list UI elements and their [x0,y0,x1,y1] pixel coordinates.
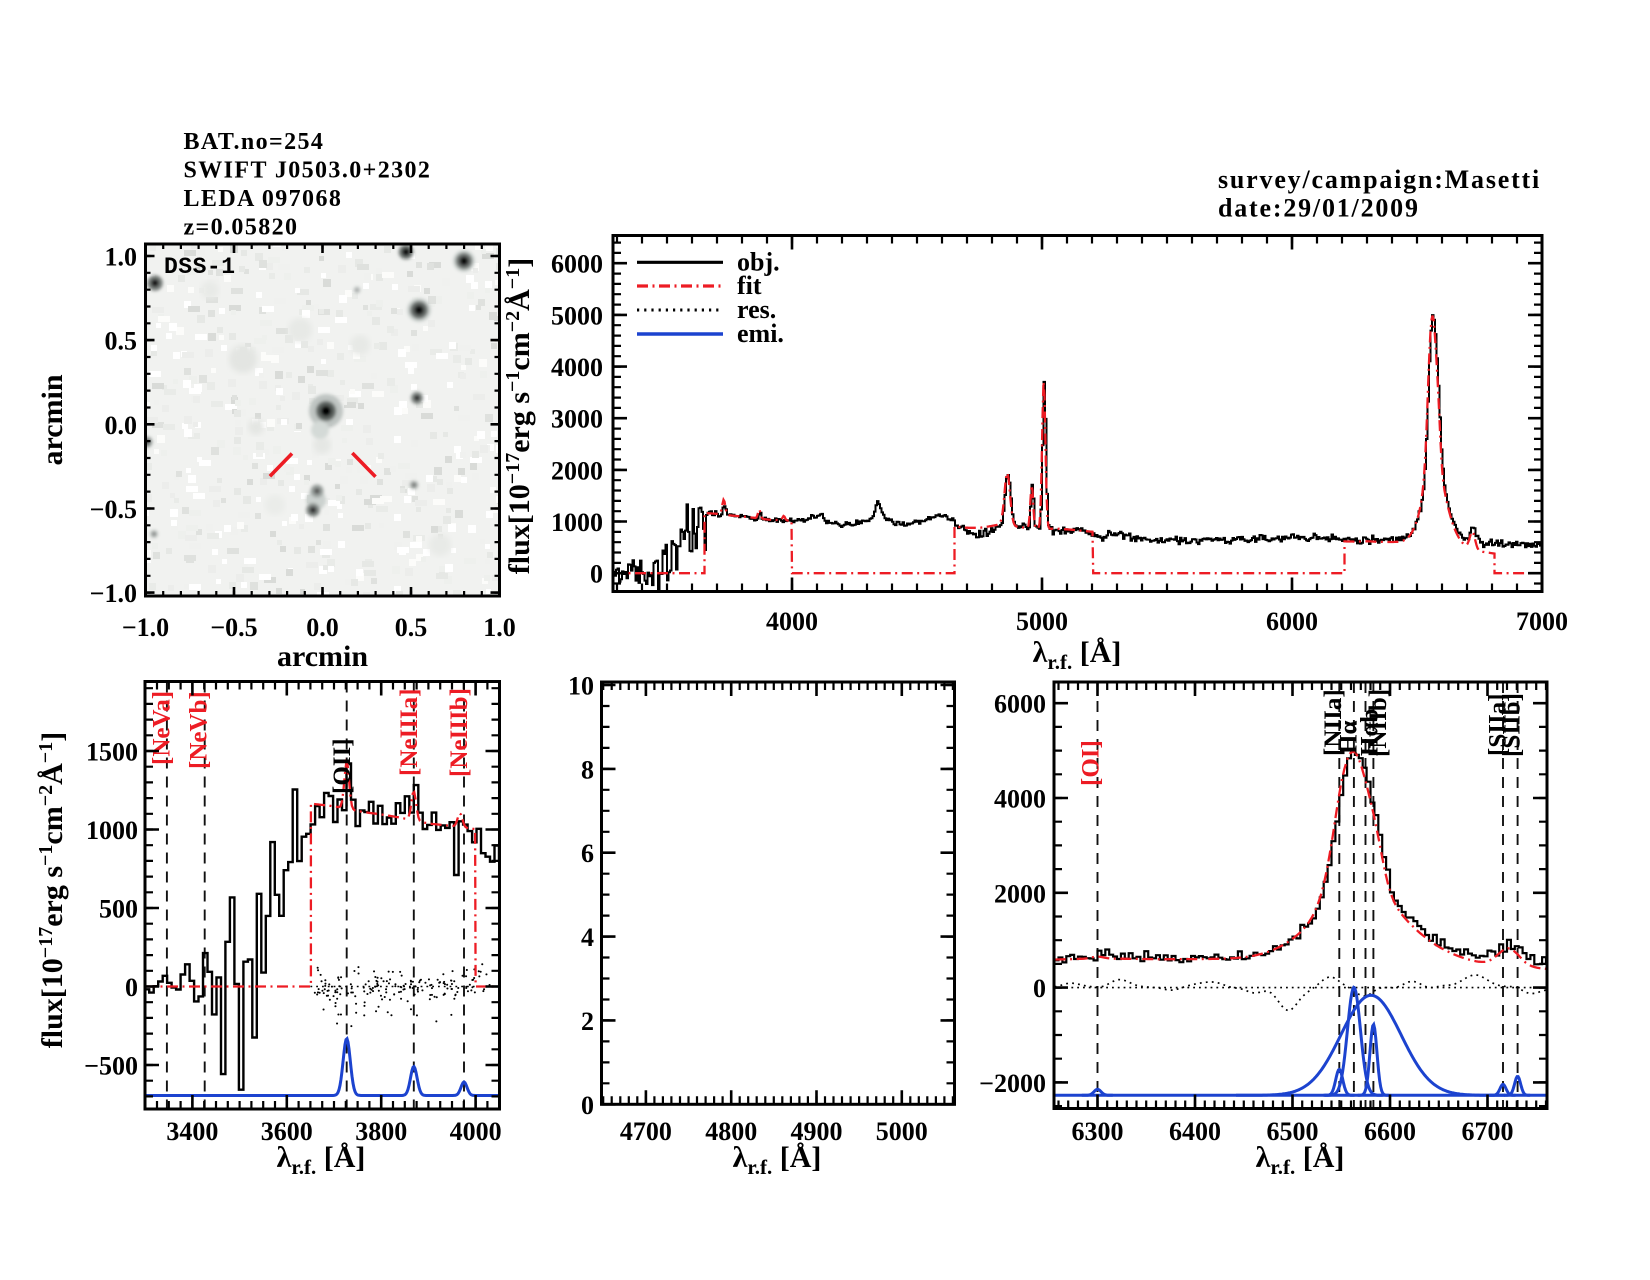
svg-text:0.0: 0.0 [105,411,138,440]
svg-text:date:29/01/2009: date:29/01/2009 [1218,194,1420,223]
svg-text:3800: 3800 [355,1117,407,1146]
svg-text:−500: −500 [84,1052,138,1081]
svg-text:6300: 6300 [1072,1117,1124,1146]
svg-text:[NeVa]: [NeVa] [149,691,176,765]
svg-text:500: 500 [99,895,138,924]
svg-text:6: 6 [581,839,594,868]
svg-text:6400: 6400 [1169,1117,1221,1146]
svg-text:[OII]: [OII] [329,738,356,794]
svg-text:1000: 1000 [551,508,603,537]
svg-text:3400: 3400 [166,1117,218,1146]
svg-text:−1.0: −1.0 [122,613,169,642]
svg-text:4700: 4700 [620,1117,672,1146]
svg-text:3000: 3000 [551,405,603,434]
svg-text:fit: fit [737,271,762,300]
svg-text:flux[10−17erg s−1cm−2Å−1]: flux[10−17erg s−1cm−2Å−1] [502,258,536,574]
svg-text:6000: 6000 [1266,607,1318,636]
svg-text:4000: 4000 [450,1117,502,1146]
svg-text:arcmin: arcmin [277,640,368,673]
svg-text:6500: 6500 [1267,1117,1319,1146]
svg-text:−0.5: −0.5 [90,495,137,524]
svg-text:8: 8 [581,755,594,784]
svg-text:4800: 4800 [705,1117,757,1146]
svg-text:res.: res. [737,295,776,324]
svg-text:6000: 6000 [994,690,1046,719]
svg-text:flux[10−17erg s−1cm−2Å−1]: flux[10−17erg s−1cm−2Å−1] [35,732,69,1048]
svg-text:2000: 2000 [994,879,1046,908]
svg-text:2: 2 [581,1007,594,1036]
svg-text:Hαb: Hαb [1357,709,1384,756]
svg-text:1.0: 1.0 [483,613,516,642]
svg-text:4000: 4000 [551,353,603,382]
svg-text:10: 10 [568,672,594,701]
svg-text:0.5: 0.5 [105,327,138,356]
svg-text:obj.: obj. [737,248,780,277]
svg-text:1.0: 1.0 [105,243,138,272]
svg-text:λr.f. [Å]: λr.f. [Å] [733,1141,822,1179]
svg-text:0: 0 [581,1091,594,1120]
svg-text:−2000: −2000 [979,1069,1046,1098]
svg-text:[SIIa]: [SIIa] [1485,693,1512,756]
svg-text:5000: 5000 [551,301,603,330]
svg-text:0.0: 0.0 [306,613,339,642]
svg-text:1000: 1000 [86,816,138,845]
svg-text:0.5: 0.5 [395,613,428,642]
svg-text:LEDA 097068: LEDA 097068 [184,186,343,212]
svg-text:[NeIIIa]: [NeIIIa] [396,689,423,777]
svg-text:[SIIb]: [SIIb] [1499,693,1526,757]
svg-text:λr.f. [Å]: λr.f. [Å] [277,1141,366,1179]
svg-text:2000: 2000 [551,456,603,485]
svg-text:z=0.05820: z=0.05820 [184,215,299,241]
svg-text:[NeVb]: [NeVb] [186,691,213,769]
svg-text:0: 0 [590,560,603,589]
svg-text:4900: 4900 [791,1117,843,1146]
svg-text:[OI]: [OI] [1078,740,1105,786]
svg-text:−1.0: −1.0 [90,579,137,608]
svg-text:5000: 5000 [876,1117,928,1146]
svg-text:7000: 7000 [1516,607,1568,636]
svg-text:1500: 1500 [86,738,138,767]
svg-text:0: 0 [1033,974,1046,1003]
svg-text:[NIIa]: [NIIa] [1320,689,1347,756]
svg-text:3600: 3600 [261,1117,313,1146]
svg-text:DSS-1: DSS-1 [164,254,236,280]
svg-text:λr.f. [Å]: λr.f. [Å] [1256,1141,1345,1179]
svg-text:6700: 6700 [1462,1117,1514,1146]
svg-text:4: 4 [581,923,594,952]
svg-text:[NIIb]: [NIIb] [1365,689,1392,757]
svg-text:BAT.no=254: BAT.no=254 [184,129,325,155]
svg-text:λr.f. [Å]: λr.f. [Å] [1033,636,1122,674]
svg-text:5000: 5000 [1016,607,1068,636]
svg-text:6000: 6000 [551,250,603,279]
svg-text:4000: 4000 [766,607,818,636]
svg-text:6600: 6600 [1364,1117,1416,1146]
svg-text:[NeIIIb]: [NeIIIb] [446,688,473,777]
svg-text:Hα: Hα [1336,721,1363,754]
svg-text:−0.5: −0.5 [210,613,257,642]
svg-text:arcmin: arcmin [36,374,69,465]
svg-text:emi.: emi. [737,319,784,348]
svg-text:SWIFT J0503.0+2302: SWIFT J0503.0+2302 [184,158,432,184]
svg-text:0: 0 [125,973,138,1002]
svg-text:survey/campaign:Masetti: survey/campaign:Masetti [1218,165,1541,194]
svg-text:4000: 4000 [994,785,1046,814]
